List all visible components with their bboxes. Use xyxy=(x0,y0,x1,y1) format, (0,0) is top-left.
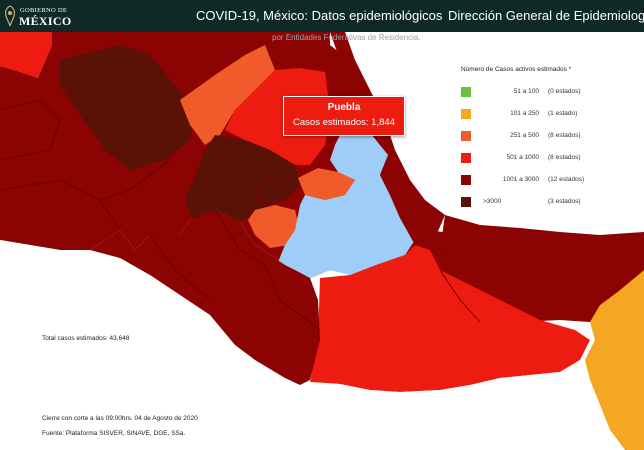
state-guerrero[interactable] xyxy=(90,210,320,385)
legend-range: >3000 xyxy=(483,198,502,205)
legend-count: (12 estados) xyxy=(548,176,585,183)
legend-item[interactable]: 101 a 250 (1 estado) xyxy=(461,109,591,119)
logo-text-main: MÉXICO xyxy=(19,14,72,28)
legend-item[interactable]: 1001 a 3000 (12 estados) xyxy=(461,175,591,185)
map-subtitle: por Entidades Federativas de Residencia. xyxy=(272,33,421,42)
eagle-emblem-icon xyxy=(5,5,15,27)
legend-swatch xyxy=(461,131,471,141)
legend-range: 501 a 1000 xyxy=(506,154,539,161)
logo-text-top: GOBIERNO DE xyxy=(20,7,68,14)
gulf-of-mexico xyxy=(345,32,644,235)
legend-item[interactable]: 251 a 500 (8 estados) xyxy=(461,131,591,141)
state-jalisco[interactable] xyxy=(185,135,300,225)
choropleth-map xyxy=(0,32,644,450)
state-chiapas[interactable] xyxy=(585,270,644,450)
app-title: COVID-19, México: Datos epidemiológicos xyxy=(196,8,443,23)
legend-swatch xyxy=(461,153,471,163)
legend-swatch xyxy=(461,87,471,97)
agency-title: Dirección General de Epidemiología xyxy=(448,8,644,23)
legend-swatch xyxy=(461,109,471,119)
legend-range: 1001 a 3000 xyxy=(502,176,539,183)
state-veracruz[interactable] xyxy=(330,32,445,250)
state-tooltip: Puebla Casos estimados: 1,844 xyxy=(283,96,405,136)
total-cases-label: Total casos estimados: 43,648 xyxy=(42,335,130,342)
legend-swatch xyxy=(461,175,471,185)
legend-count: (8 estados) xyxy=(548,132,581,139)
state-aguascalientes[interactable] xyxy=(254,177,281,206)
legend-item[interactable]: 501 a 1000 (8 estados) xyxy=(461,153,591,163)
state-san-luis-potosi[interactable] xyxy=(225,68,330,165)
source-label: Fuente: Plataforma SISVER, SINAVE, DGE, … xyxy=(42,430,186,437)
legend-count: (1 estado) xyxy=(548,110,578,117)
legend-range: 101 a 250 xyxy=(510,110,539,117)
tooltip-state-name: Puebla xyxy=(327,102,361,113)
legend-title: Número de Casos activos estimados * xyxy=(461,66,572,73)
state-oaxaca[interactable] xyxy=(310,245,590,392)
legend-item[interactable]: 51 a 100 (0 estados) xyxy=(461,87,591,97)
top-bar: GOBIERNO DE MÉXICO COVID-19, México: Dat… xyxy=(0,0,644,32)
state-tabasco[interactable] xyxy=(440,215,644,305)
legend-swatch xyxy=(461,197,471,207)
state-bc-sur-edge[interactable] xyxy=(0,32,52,78)
state-zacatecas[interactable] xyxy=(180,45,275,145)
legend-count: (3 estados) xyxy=(548,198,581,205)
legend-range: 251 a 500 xyxy=(510,132,539,139)
legend-range: 51 a 100 xyxy=(513,88,539,95)
legend-count: (8 estados) xyxy=(548,154,581,161)
legend-item[interactable]: >3000 (3 estados) xyxy=(461,197,591,207)
state-michoacan-part[interactable] xyxy=(248,205,300,248)
legend-count: (0 estados) xyxy=(548,88,581,95)
gobierno-de-mexico-logo[interactable]: GOBIERNO DE MÉXICO xyxy=(3,3,73,29)
pacific-ocean xyxy=(0,240,625,450)
state-hidalgo[interactable] xyxy=(298,168,355,200)
tooltip-cases: Casos estimados: 1,844 xyxy=(293,117,395,128)
state-puebla-selected[interactable] xyxy=(278,135,415,278)
cutoff-label: Cierre con corte a las 09:00hrs. 04 de A… xyxy=(42,415,198,422)
state-durango[interactable] xyxy=(60,45,195,170)
